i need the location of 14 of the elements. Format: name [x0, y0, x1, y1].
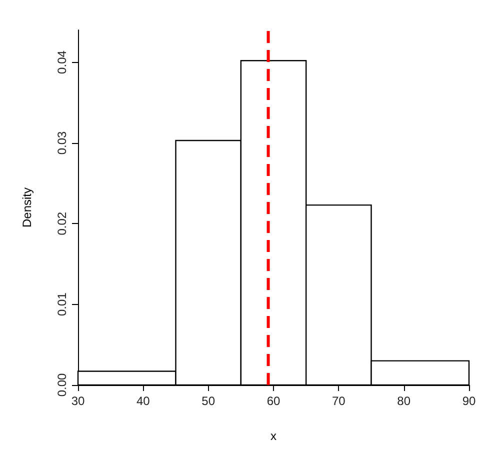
y-tick-label: 0.01	[55, 292, 69, 316]
x-tick-label: 50	[202, 394, 216, 408]
x-tick-label: 60	[266, 394, 280, 408]
x-tick-label: 90	[462, 394, 476, 408]
x-tick-label: 40	[136, 394, 150, 408]
x-tick-label: 80	[397, 394, 411, 408]
x-tick-label: 70	[332, 394, 346, 408]
x-tick-label: 30	[71, 394, 85, 408]
y-tick-label: 0.02	[55, 212, 69, 236]
y-axis-title: Density	[20, 187, 34, 228]
y-tick-label: 0.03	[55, 130, 69, 155]
y-tick-label: 0.00	[55, 373, 69, 397]
x-axis-title: x	[270, 429, 276, 443]
y-tick-label: 0.04	[55, 50, 69, 74]
